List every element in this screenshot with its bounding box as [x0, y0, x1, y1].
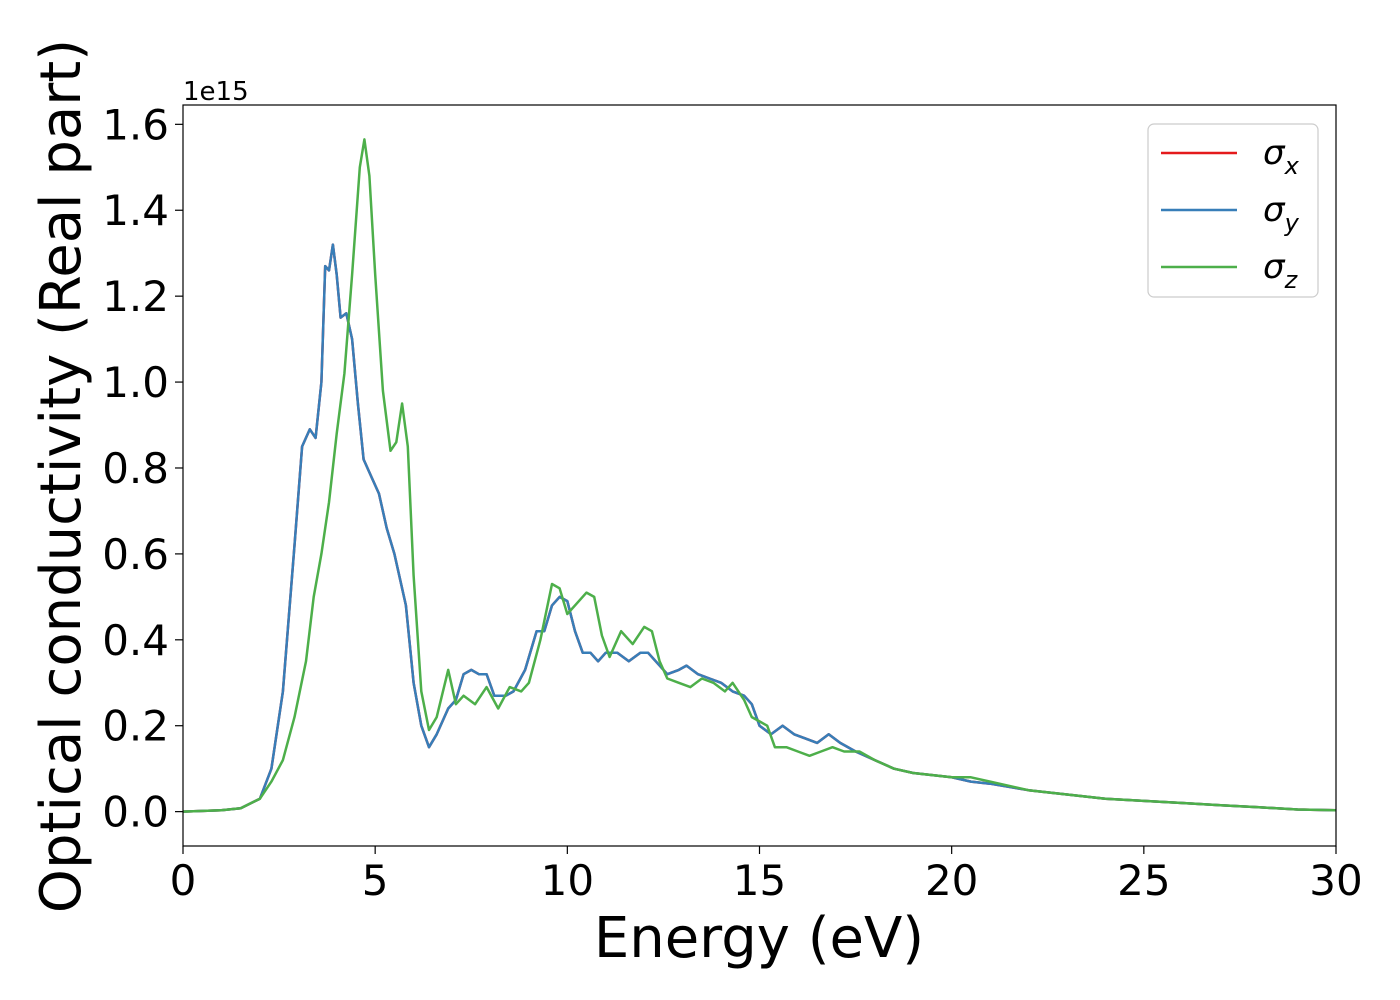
y-tick-label: 1.0 — [102, 358, 169, 407]
y-tick-label: 1.6 — [102, 100, 169, 149]
x-axis-label: Energy (eV) — [594, 906, 924, 971]
legend-label-z: σz — [1263, 247, 1299, 294]
y-tick-label: 1.2 — [102, 272, 169, 321]
y-axis-label: Optical conductivity (Real part) — [29, 39, 94, 913]
x-tick-label: 30 — [1309, 856, 1362, 905]
x-tick-label: 0 — [170, 856, 197, 905]
x-tick-label: 20 — [925, 856, 978, 905]
legend: σx σy σz — [1147, 123, 1319, 298]
legend-label-y: σy — [1263, 190, 1300, 237]
y-axis-ticks: 0.0 0.2 0.4 0.6 0.8 1.0 1.2 1.4 1.6 — [102, 100, 183, 837]
y-offset-text: 1e15 — [183, 77, 249, 107]
legend-label-x: σx — [1263, 133, 1300, 180]
y-tick-label: 0.0 — [102, 788, 169, 837]
y-tick-label: 0.8 — [102, 444, 169, 493]
y-tick-label: 0.4 — [102, 616, 169, 665]
series-line-z — [182, 138, 1337, 813]
legend-items: σx σy σz — [1161, 133, 1300, 294]
x-tick-label: 5 — [362, 856, 389, 905]
series-line-y — [182, 243, 1337, 813]
x-tick-label: 10 — [541, 856, 594, 905]
x-tick-label: 15 — [733, 856, 786, 905]
x-tick-label: 25 — [1117, 856, 1170, 905]
y-tick-label: 1.4 — [102, 186, 169, 235]
x-axis-ticks: 0 5 10 15 20 25 30 — [170, 846, 1363, 905]
series-layer — [182, 138, 1337, 813]
y-tick-label: 0.2 — [102, 702, 169, 751]
y-tick-label: 0.6 — [102, 530, 169, 579]
